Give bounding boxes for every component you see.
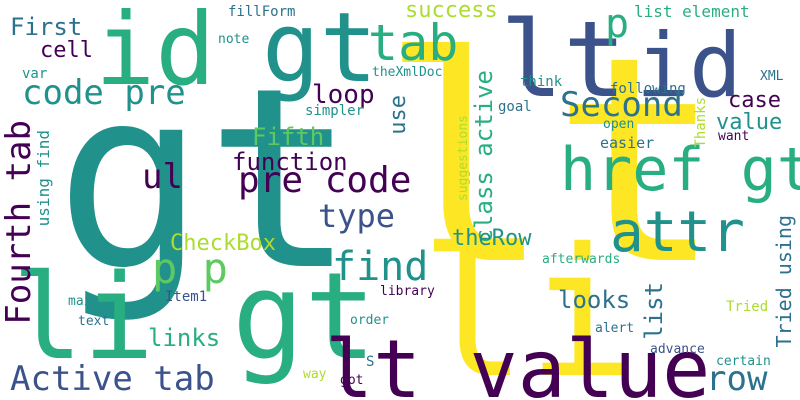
word-li-big: li	[420, 210, 635, 400]
word-href-gt: href gt	[560, 135, 800, 205]
word-text: text	[78, 314, 110, 329]
word-gt-bottom: gt	[232, 248, 377, 387]
word-loop: loop	[312, 80, 375, 110]
word-var: var	[22, 66, 48, 82]
word-fourth-tab: Fourth tab	[0, 120, 39, 325]
word-success: success	[405, 0, 498, 23]
word-goal: goal	[498, 99, 532, 115]
word-item1: Item1	[165, 289, 208, 305]
word-pre-code: pre code	[238, 160, 412, 201]
word-list: list	[640, 282, 668, 340]
word-tried: Tried	[726, 299, 769, 315]
word-afterwards: afterwards	[542, 252, 621, 267]
word-value: value	[716, 110, 783, 135]
word-want: want	[718, 129, 750, 144]
word-xml: XML	[760, 69, 784, 84]
word-lt-top: lt	[500, 0, 627, 121]
word-order: order	[350, 313, 390, 328]
word-fillform: fillForm	[228, 4, 296, 20]
word-use: use	[386, 95, 411, 135]
word-list-element: list element	[634, 2, 750, 21]
word-p-p: p p	[152, 244, 228, 293]
word-open: open	[603, 117, 635, 132]
word-think: think	[520, 74, 563, 90]
word-way: way	[303, 367, 327, 382]
word-library: library	[380, 284, 435, 299]
word-thexmldoc: theXmlDoc	[372, 65, 443, 80]
word-active-tab: Active tab	[10, 359, 215, 399]
word-simpler: simpler	[305, 103, 365, 119]
word-li-left: li	[12, 248, 155, 386]
word-attr: attr	[610, 200, 745, 265]
word-alert: alert	[595, 321, 635, 336]
word-cell: cell	[40, 38, 93, 63]
word-fifth: Fifth	[252, 123, 325, 151]
word-function: function	[232, 148, 348, 176]
word-first: First	[10, 13, 83, 41]
word-type: type	[318, 197, 396, 235]
word-p: p	[605, 1, 630, 47]
word-gt-top: gt	[262, 0, 378, 104]
word-id-right: id	[636, 14, 742, 117]
word-suggestions: suggestions	[456, 115, 471, 202]
word-tab: tab	[368, 14, 459, 72]
word-case: case	[728, 88, 781, 113]
word-id-left: id	[95, 0, 216, 108]
word-links: links	[148, 324, 221, 352]
word-easier: easier	[600, 134, 655, 152]
word-second: Second	[560, 85, 683, 125]
word-certain: certain	[716, 354, 771, 369]
word-checkbox: CheckBox	[170, 231, 276, 256]
word-ul: ul	[142, 157, 183, 197]
word-code-pre: code pre	[22, 73, 186, 113]
word-lt-big: lt	[380, 0, 724, 328]
word-note: note	[218, 32, 250, 47]
word-following: following	[610, 81, 686, 97]
word-s: S	[366, 354, 375, 370]
word-gt-big: gt	[55, 34, 357, 325]
word-looks: looks	[558, 286, 631, 314]
word-got: got	[340, 373, 364, 388]
word-find: find	[332, 244, 429, 290]
word-therow: theRow	[452, 226, 532, 251]
word-main: main	[68, 294, 100, 309]
word-lt-value: lt value	[325, 323, 711, 400]
word-tried-using: Tried using	[772, 215, 796, 348]
word-using-find: using find	[34, 130, 53, 227]
word-thanks: Thanks	[693, 97, 709, 148]
word-row: row	[706, 359, 768, 399]
word-class-active: class active	[470, 70, 498, 244]
word-advance: advance	[650, 342, 705, 357]
